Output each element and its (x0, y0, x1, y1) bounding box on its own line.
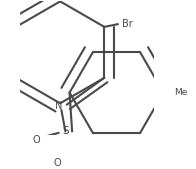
Text: O: O (32, 135, 40, 144)
Text: Me: Me (174, 88, 188, 97)
Text: S: S (62, 126, 69, 136)
Text: N: N (55, 101, 63, 111)
Text: O: O (54, 158, 61, 168)
Text: Br: Br (122, 19, 132, 29)
